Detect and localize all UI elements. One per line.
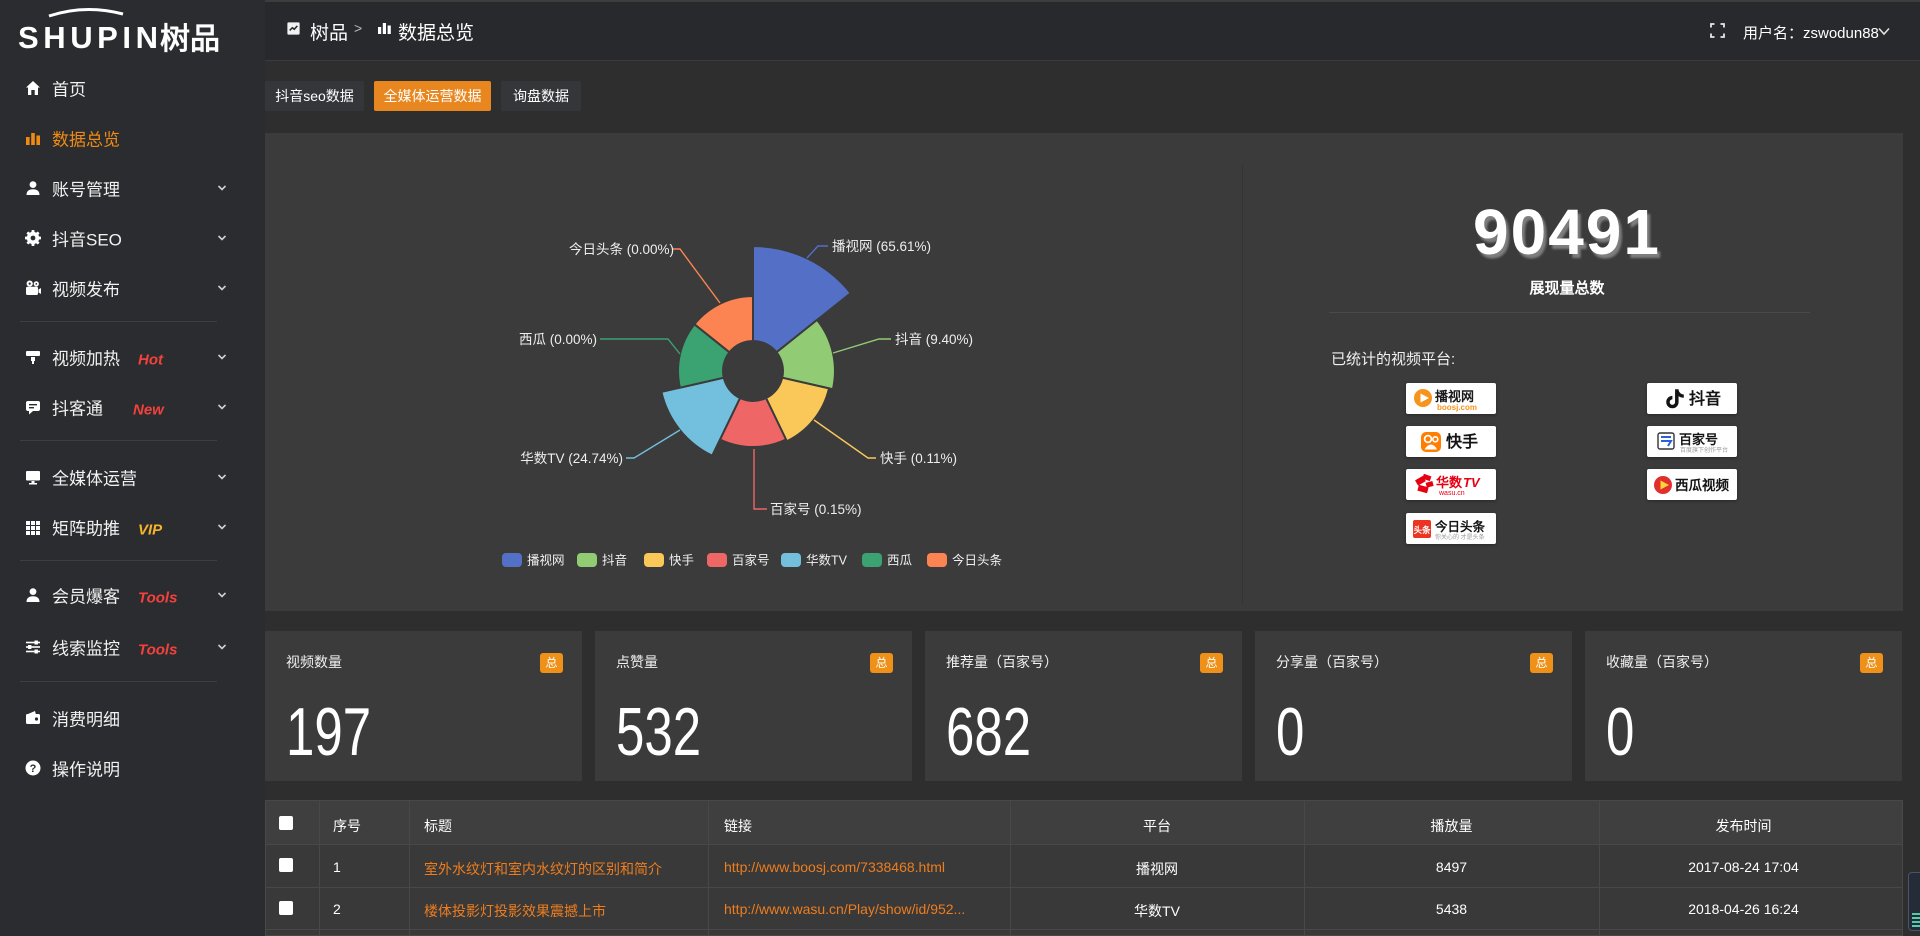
svg-text:快手: 快手 — [669, 554, 694, 568]
svg-text:华数TV (24.74%): 华数TV (24.74%) — [520, 451, 623, 466]
svg-text:百家号: 百家号 — [1679, 432, 1718, 447]
svg-text:西瓜视频: 西瓜视频 — [1675, 477, 1729, 493]
svg-text:树品: 树品 — [160, 23, 220, 56]
svg-text:华数TV: 华数TV — [806, 553, 848, 568]
svg-text:SHUPIN: SHUPIN — [18, 20, 158, 55]
svg-text:播视网: 播视网 — [527, 553, 565, 568]
svg-text:抖音: 抖音 — [1689, 389, 1721, 408]
svg-text:华数: 华数 — [1436, 475, 1463, 490]
svg-text:播视网 (65.61%): 播视网 (65.61%) — [832, 239, 931, 254]
svg-text:今日头条: 今日头条 — [952, 553, 1003, 568]
svg-text:百家号: 百家号 — [732, 553, 770, 568]
svg-text:百家号 (0.15%): 百家号 (0.15%) — [770, 501, 862, 517]
svg-text:boosj.com: boosj.com — [1437, 403, 1477, 412]
svg-text:快手 (0.11%): 快手 (0.11%) — [880, 451, 957, 466]
svg-text:播视网: 播视网 — [1435, 389, 1474, 404]
svg-text:快手: 快手 — [1446, 432, 1478, 451]
svg-text:?: ? — [30, 763, 37, 775]
svg-text:西瓜: 西瓜 — [887, 554, 913, 568]
svg-text:抖音 (9.40%): 抖音 (9.40%) — [895, 331, 973, 347]
svg-text:今日头条 (0.00%): 今日头条 (0.00%) — [569, 241, 674, 257]
svg-text:西瓜 (0.00%): 西瓜 (0.00%) — [519, 332, 597, 347]
svg-text:百度旗下创作平台: 百度旗下创作平台 — [1680, 446, 1728, 454]
svg-text:头条: 头条 — [1413, 525, 1431, 535]
svg-text:你关心的 才是头条: 你关心的 才是头条 — [1435, 533, 1485, 541]
svg-text:TV: TV — [1463, 475, 1481, 490]
svg-text:wasu.cn: wasu.cn — [1438, 490, 1465, 497]
svg-text:抖音: 抖音 — [602, 553, 627, 568]
svg-text:今日头条: 今日头条 — [1434, 519, 1486, 534]
